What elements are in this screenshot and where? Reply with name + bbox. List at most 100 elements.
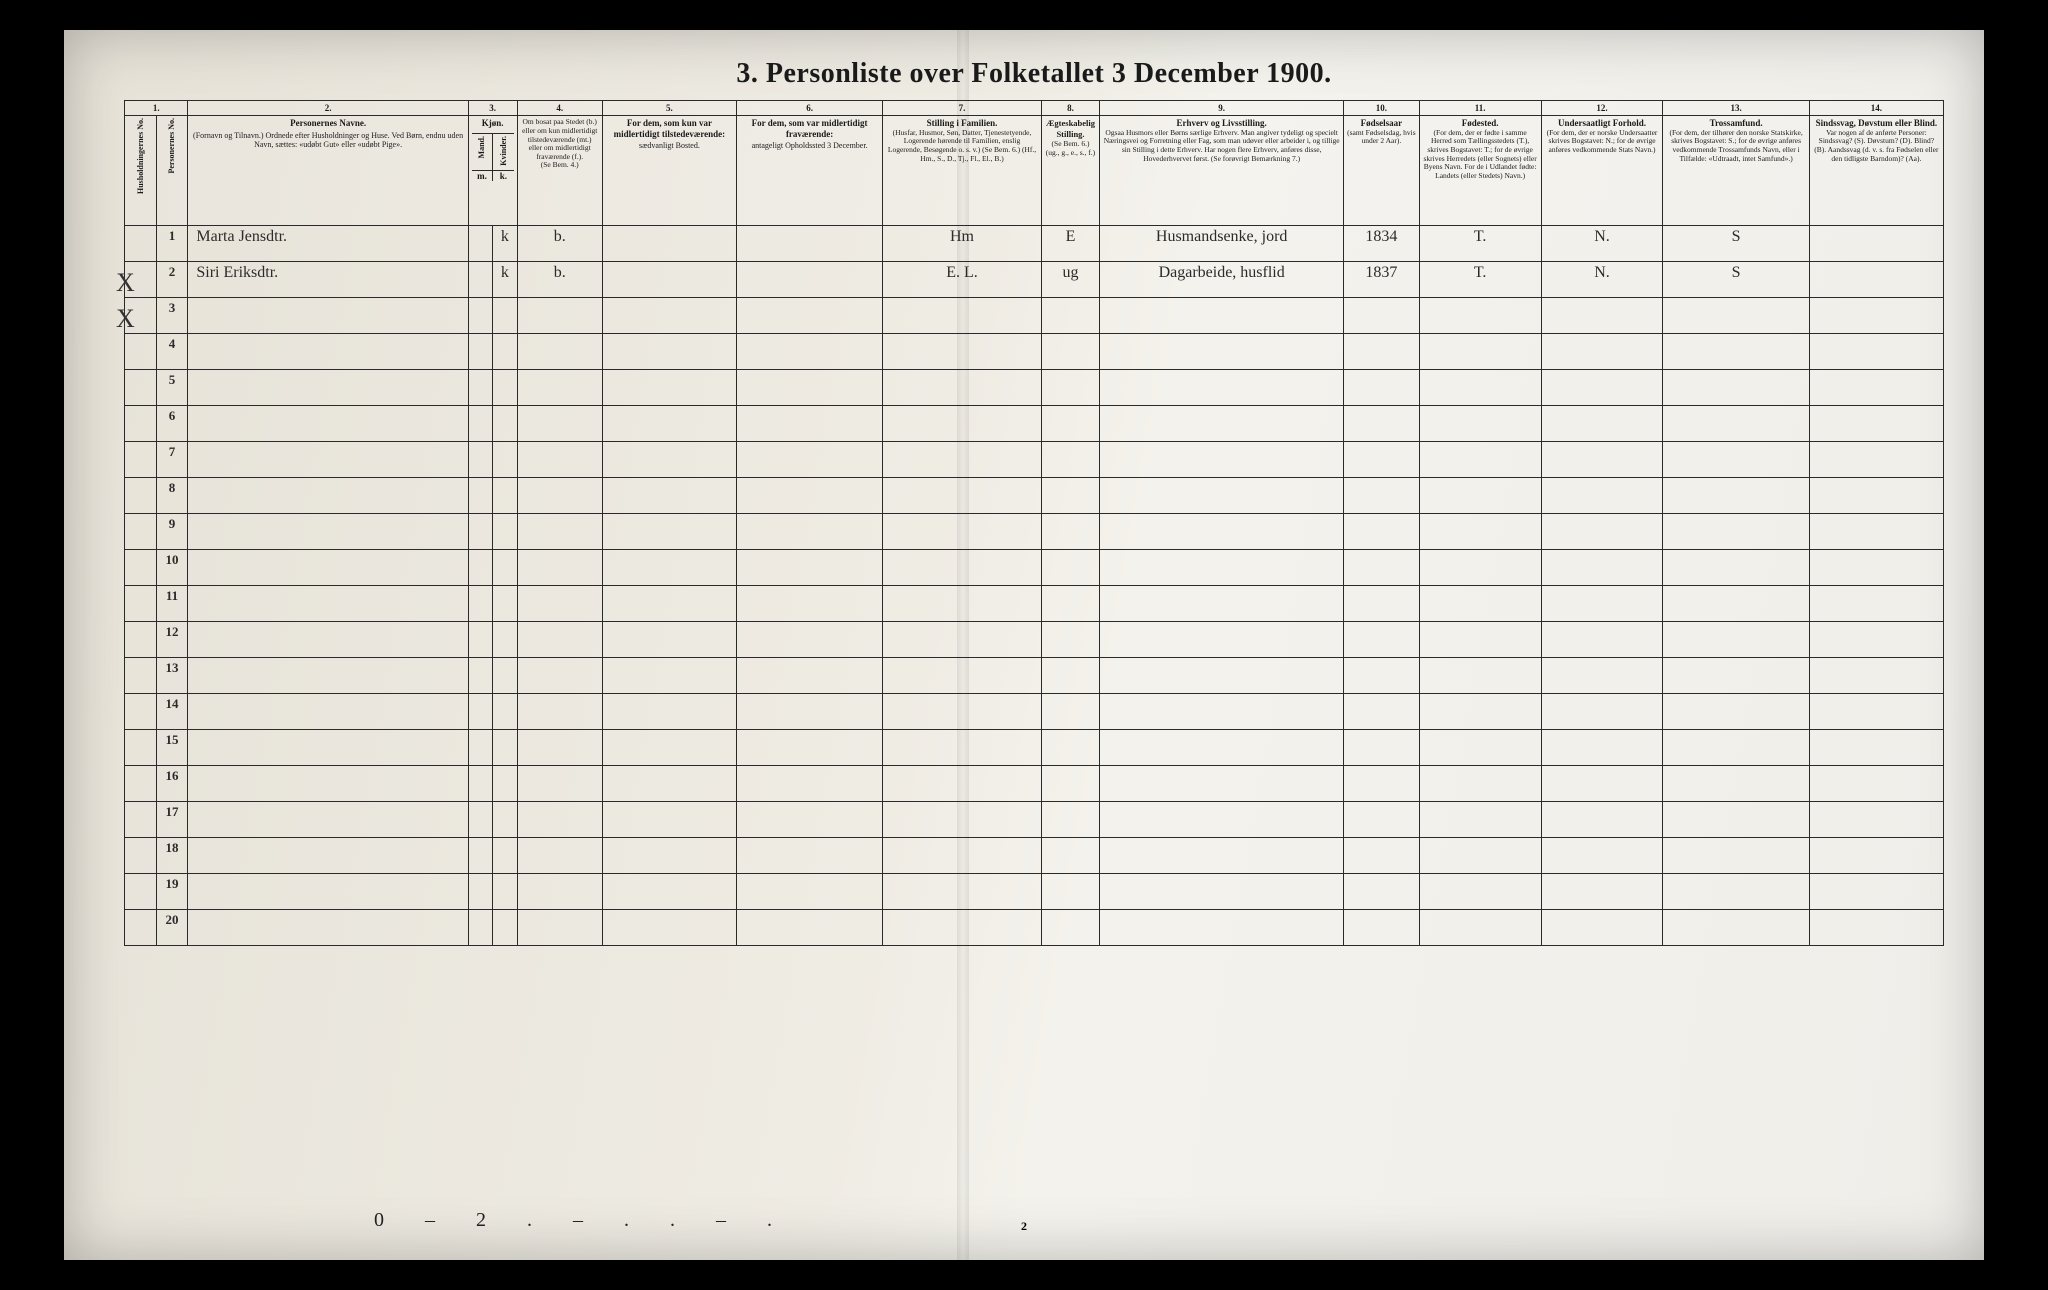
cell xyxy=(1419,694,1541,730)
cell: E xyxy=(1041,226,1100,262)
table-row: 12 xyxy=(125,622,1944,658)
table-row: 20 xyxy=(125,910,1944,946)
cell xyxy=(125,478,157,514)
cell xyxy=(1663,694,1809,730)
cell xyxy=(1041,298,1100,334)
cell xyxy=(1100,694,1344,730)
cell xyxy=(1663,874,1809,910)
cell: k xyxy=(493,262,517,298)
cell xyxy=(1663,586,1809,622)
hdr-family-position: Stilling i Familien. (Husfar, Husmor, Sø… xyxy=(883,116,1041,226)
cell xyxy=(1100,514,1344,550)
cell xyxy=(1541,334,1663,370)
cell: T. xyxy=(1419,262,1541,298)
cell xyxy=(1100,802,1344,838)
cell xyxy=(1419,622,1541,658)
cell: Marta Jensdtr. xyxy=(188,226,468,262)
cell: 1837 xyxy=(1344,262,1420,298)
cell xyxy=(493,370,517,406)
cell xyxy=(1419,514,1541,550)
hdr-disability: Sindssvag, Døvstum eller Blind. Var noge… xyxy=(1809,116,1943,226)
cell xyxy=(1541,802,1663,838)
cell xyxy=(1419,658,1541,694)
cell xyxy=(517,658,602,694)
cell xyxy=(1809,730,1943,766)
cell: 7 xyxy=(156,442,188,478)
cell xyxy=(736,586,882,622)
cell xyxy=(493,514,517,550)
cell xyxy=(1541,370,1663,406)
cell xyxy=(1663,478,1809,514)
cell xyxy=(1809,766,1943,802)
colnum-8: 8. xyxy=(1041,101,1100,116)
hdr-names: Personernes Navne. (Fornavn og Tilnavn.)… xyxy=(188,116,468,226)
cell xyxy=(468,766,492,802)
cell: E. L. xyxy=(883,262,1041,298)
cell xyxy=(125,910,157,946)
cell xyxy=(468,730,492,766)
cell: 9 xyxy=(156,514,188,550)
cell xyxy=(883,370,1041,406)
cell xyxy=(125,622,157,658)
cell: 17 xyxy=(156,802,188,838)
cell xyxy=(1041,730,1100,766)
cell xyxy=(517,874,602,910)
cell: 12 xyxy=(156,622,188,658)
margin-mark-x: X xyxy=(116,304,135,334)
colnum-10: 10. xyxy=(1344,101,1420,116)
table-row: 5 xyxy=(125,370,1944,406)
cell xyxy=(1419,298,1541,334)
cell xyxy=(517,550,602,586)
cell xyxy=(188,694,468,730)
cell xyxy=(468,874,492,910)
cell xyxy=(1419,550,1541,586)
cell xyxy=(125,838,157,874)
cell xyxy=(1541,838,1663,874)
cell xyxy=(1344,478,1420,514)
cell xyxy=(125,442,157,478)
cell xyxy=(468,226,492,262)
footer-tally: 0 – 2 . – . . – . xyxy=(374,1209,790,1232)
hdr-marital: Ægteskabelig Stilling. (Se Bem. 6.) (ug.… xyxy=(1041,116,1100,226)
cell xyxy=(1663,550,1809,586)
cell: 19 xyxy=(156,874,188,910)
cell xyxy=(493,298,517,334)
cell xyxy=(1663,442,1809,478)
hdr-birthyear: Fødselsaar (samt Fødselsdag, hvis under … xyxy=(1344,116,1420,226)
cell xyxy=(736,262,882,298)
cell: 1 xyxy=(156,226,188,262)
cell xyxy=(1041,550,1100,586)
cell xyxy=(1663,838,1809,874)
cell: 3 xyxy=(156,298,188,334)
cell xyxy=(736,838,882,874)
cell xyxy=(493,622,517,658)
cell xyxy=(1809,658,1943,694)
cell xyxy=(517,514,602,550)
cell xyxy=(1100,550,1344,586)
cell xyxy=(1809,874,1943,910)
table-row: 6 xyxy=(125,406,1944,442)
cell xyxy=(188,478,468,514)
cell xyxy=(1041,478,1100,514)
cell xyxy=(883,766,1041,802)
cell xyxy=(188,802,468,838)
cell xyxy=(736,550,882,586)
cell xyxy=(1809,802,1943,838)
cell xyxy=(602,478,736,514)
cell: 16 xyxy=(156,766,188,802)
cell xyxy=(736,370,882,406)
hdr-temp-present: For dem, som kun var midlertidigt tilste… xyxy=(602,116,736,226)
cell xyxy=(188,514,468,550)
cell xyxy=(602,694,736,730)
cell xyxy=(493,550,517,586)
table-row: 10 xyxy=(125,550,1944,586)
cell xyxy=(188,406,468,442)
cell xyxy=(1419,874,1541,910)
colnum-11: 11. xyxy=(1419,101,1541,116)
cell xyxy=(468,622,492,658)
cell xyxy=(1663,622,1809,658)
cell xyxy=(1541,550,1663,586)
cell xyxy=(883,442,1041,478)
cell xyxy=(1663,658,1809,694)
colnum-6: 6. xyxy=(736,101,882,116)
